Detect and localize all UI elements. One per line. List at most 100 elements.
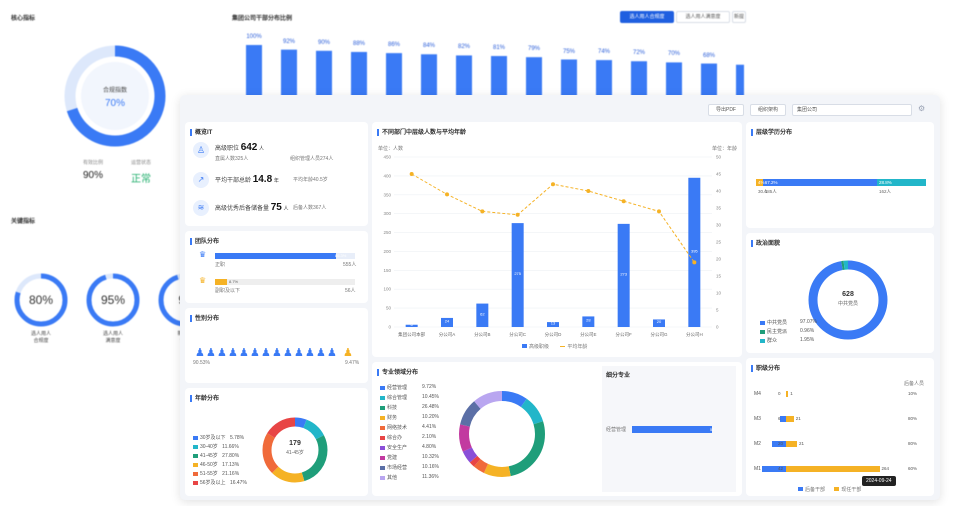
age-card: 年龄分布 30岁及以下 5.78% 30-40岁 11.66% 41-45岁 27.…: [185, 388, 368, 496]
distribution-bar: [701, 63, 717, 103]
dept-category-label: 分公司G: [651, 331, 668, 338]
detail-bar-value: 52: [710, 427, 715, 432]
age-center-value: 179: [289, 440, 301, 447]
row2-summary: 平均干部总龄 14.8 年: [215, 174, 279, 185]
legend-swatch: [380, 445, 385, 450]
key-ring-label: 选人用人 合规度: [30, 331, 51, 344]
company-select[interactable]: 集团公司: [792, 104, 912, 116]
legend-swatch: [380, 415, 385, 420]
structure-seg-label: 4%: [758, 180, 765, 185]
distribution-bar: [421, 54, 437, 103]
dept-category-label: 分公司D: [545, 331, 562, 338]
distribution-bar-label: 88%: [352, 40, 365, 47]
legend-label: 51-55岁: [200, 471, 218, 477]
legend-pct: 26.48%: [422, 404, 439, 410]
legend-label: 党建: [387, 455, 398, 461]
legend-label: 41-45岁: [200, 453, 218, 459]
gender-icon-row: ♟ ♟ ♟ ♟ ♟ ♟ ♟ ♟ ♟ ♟ ♟ ♟ ♟ ♟: [195, 346, 365, 360]
detail-title: 细分专业: [606, 373, 631, 379]
distribution-bar: [561, 59, 577, 103]
age-legend-item: 46-50岁 17.13%: [193, 461, 239, 468]
legend-label: 网络技术: [387, 425, 408, 431]
key-indicator-title: 关键指标: [11, 219, 36, 225]
distribution-bar-label: 90%: [317, 39, 330, 46]
tab-compliance[interactable]: 选人用人合规度: [620, 11, 674, 23]
department-chart-title: 不同部门中层级人数与平均年龄: [377, 127, 466, 136]
legend-label: 其他: [387, 475, 398, 481]
distribution-bar-label: 79%: [527, 46, 540, 53]
legend-pct: 27.80%: [220, 453, 240, 459]
core-stat1-label: 有效比例: [82, 160, 103, 166]
legend-label: 中共党员: [767, 320, 788, 326]
legend-label: 市场经营: [387, 465, 408, 471]
legend-swatch: [380, 385, 385, 390]
avg-age-point: [657, 209, 661, 214]
distribution-bar-label: 84%: [422, 43, 435, 50]
legend-swatch: [193, 435, 198, 440]
y-left-tick: 200: [383, 249, 391, 254]
team-bar2-fill: [215, 279, 228, 285]
rank-right-value: 21: [795, 416, 801, 421]
legend-swatch: [380, 465, 385, 470]
rank-left-value: 20: [778, 441, 784, 446]
distribution-bar-label: 74%: [597, 49, 610, 56]
legend-pct: 9.72%: [422, 384, 437, 390]
avg-age-point: [586, 189, 591, 193]
legend-label: 30-40岁: [200, 444, 218, 450]
row3-side: 后备人数367人: [293, 205, 327, 211]
profession-legend-item: 综合管理 10.45%: [380, 394, 439, 401]
distribution-bar-label: 81%: [492, 45, 505, 52]
profession-legend-item: 网络技术 4.41%: [380, 424, 436, 431]
distribution-bar-label: 75%: [562, 48, 575, 55]
y-right-tick: 10: [716, 291, 722, 296]
avg-age-point: [409, 172, 414, 176]
rank-row-label: M1: [754, 466, 761, 472]
dept-bar-label: 273: [620, 271, 627, 276]
dept-category-label: 分公司H: [686, 331, 703, 338]
dept-bar: [653, 319, 665, 327]
distribution-bar-chart: [246, 45, 744, 103]
org-tab-button[interactable]: 组织架构: [750, 104, 786, 116]
person-male-icon: ♟: [217, 347, 227, 359]
legend-label: 民主党派: [767, 329, 788, 335]
politics-donut-chart: [808, 260, 888, 340]
overview-card: 概览IT ♙ 高级职位 642 人 直属人数325人 组织管理人员274人 ↗ …: [185, 122, 368, 226]
politics-title: 政治面貌: [751, 238, 780, 247]
profession-donut-segment: [459, 391, 545, 477]
tab-satisfaction[interactable]: 选人用人满意度: [676, 11, 730, 23]
y-left-tick: 350: [383, 192, 391, 197]
dept-bar: [688, 177, 701, 327]
export-pdf-button[interactable]: 导出PDF: [708, 104, 744, 116]
detail-bar-fill: [632, 426, 712, 433]
legend-swatch: [193, 453, 198, 458]
legend-pct: 11.36%: [422, 474, 439, 480]
legend-label: 30岁及以下: [200, 435, 226, 441]
legend-swatch: [380, 405, 385, 410]
tab-new-promotion[interactable]: 新提: [732, 11, 746, 23]
rank-header: 后备人员: [904, 381, 925, 387]
dept-bar: [441, 317, 453, 327]
main-dashboard: 导出PDF 组织架构 集团公司 ⚙ 概览IT ♙ 高级职位 642 人 直属人数…: [180, 95, 940, 500]
team-bar2-label: 副职及以下: [215, 288, 241, 294]
row1-side: 组织管理人员274人: [290, 156, 334, 162]
legend-swatch: [193, 444, 198, 449]
y-left-tick: 300: [383, 211, 391, 216]
dept-category-label: 分公司B: [474, 331, 491, 338]
profession-donut-chart: [459, 391, 545, 477]
person-male-icon: ♟: [283, 347, 293, 359]
leader-icon: ♛: [199, 250, 207, 259]
core-stat1-value: 90%: [82, 170, 103, 181]
gear-icon[interactable]: ⚙: [918, 104, 926, 113]
rank-right-value: 264: [881, 466, 890, 471]
avg-age-line: [411, 173, 695, 263]
person-male-icon: ♟: [316, 347, 326, 359]
y-right-tick: 0: [716, 325, 719, 330]
dept-category-label: 集团公司本部: [398, 331, 425, 338]
row3-summary: 高级优秀后备储备量 75 人: [215, 202, 289, 213]
y-right-tick: 15: [716, 274, 722, 279]
legend-pct: 11.66%: [220, 444, 239, 450]
gender-card: 性别分布 ♟ ♟ ♟ ♟ ♟ ♟ ♟ ♟ ♟ ♟ ♟ ♟ ♟ ♟ 90.53% 9.47%: [185, 308, 368, 383]
legend-label: 安全生产: [387, 445, 408, 451]
key-ring-charts: [14, 273, 212, 327]
y-left-tick: 50: [386, 306, 392, 311]
